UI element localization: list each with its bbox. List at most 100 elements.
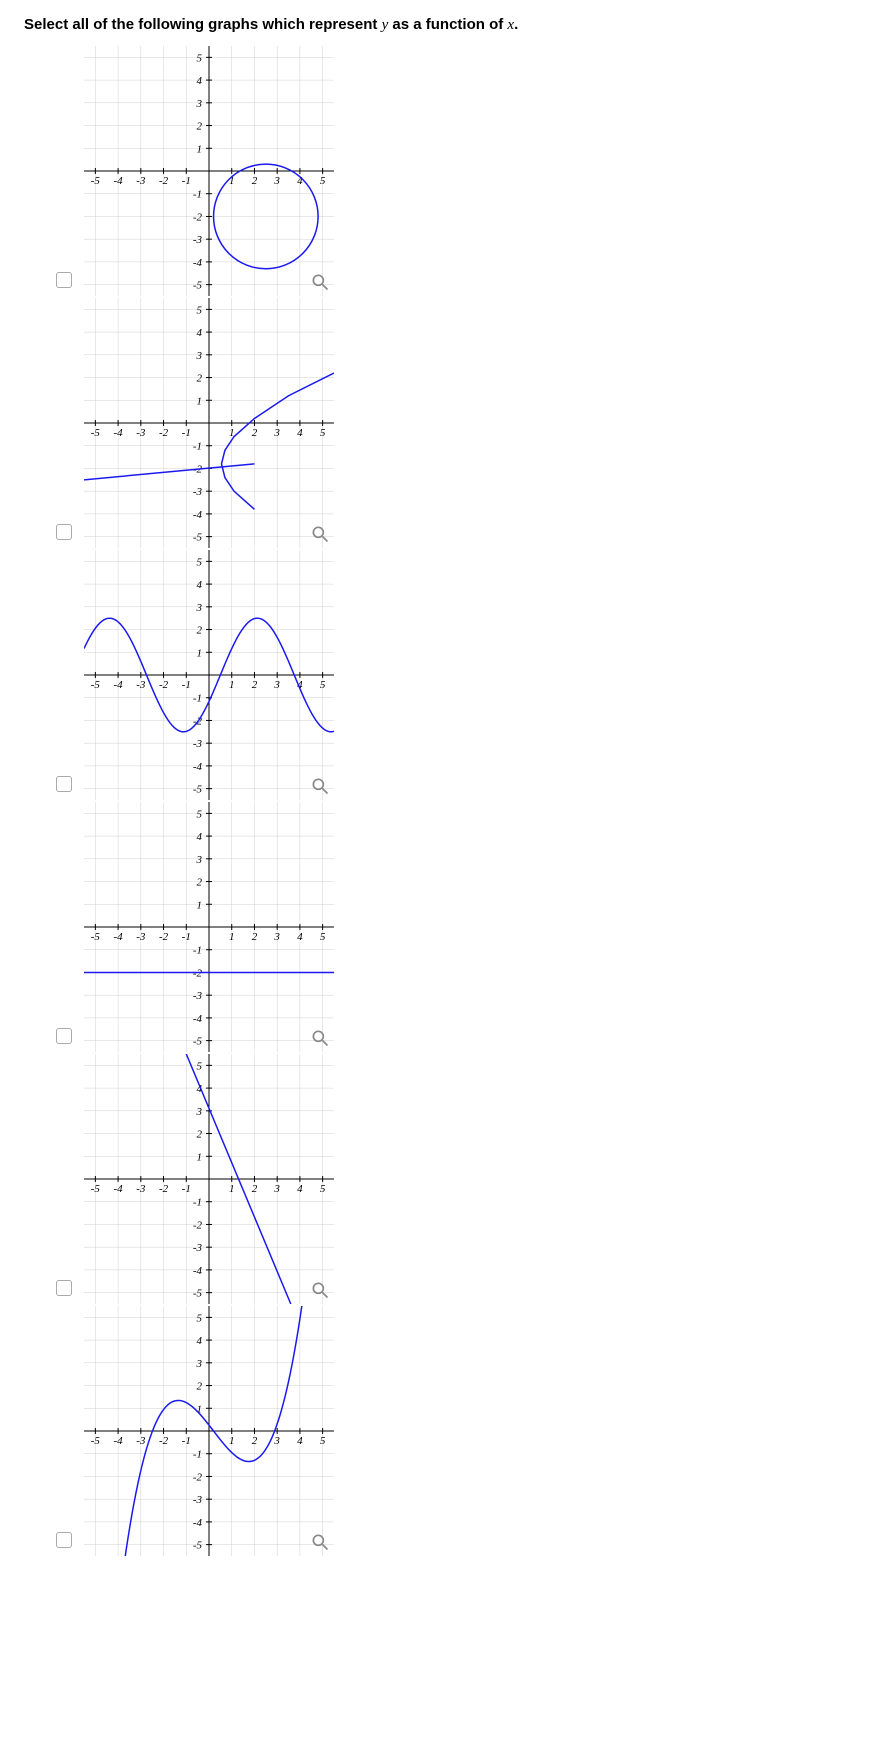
option-row: -5-5-4-4-3-3-2-2-1-11122334455 bbox=[24, 802, 865, 1052]
svg-text:-3: -3 bbox=[193, 738, 203, 750]
svg-text:5: 5 bbox=[320, 1183, 326, 1195]
svg-text:-3: -3 bbox=[136, 1183, 146, 1195]
option-checkbox[interactable] bbox=[56, 272, 72, 288]
svg-text:-2: -2 bbox=[193, 211, 203, 223]
svg-text:1: 1 bbox=[197, 647, 203, 659]
svg-text:-2: -2 bbox=[159, 679, 169, 691]
svg-text:-1: -1 bbox=[193, 189, 202, 201]
svg-text:1: 1 bbox=[229, 679, 235, 691]
svg-text:2: 2 bbox=[197, 1129, 203, 1141]
svg-text:-4: -4 bbox=[193, 1013, 203, 1025]
svg-text:-1: -1 bbox=[182, 931, 191, 943]
svg-text:-4: -4 bbox=[114, 1183, 124, 1195]
svg-text:-2: -2 bbox=[159, 1183, 169, 1195]
svg-text:-3: -3 bbox=[193, 234, 203, 246]
svg-text:3: 3 bbox=[273, 1435, 280, 1447]
svg-text:3: 3 bbox=[273, 679, 280, 691]
svg-text:-5: -5 bbox=[193, 280, 203, 292]
svg-text:4: 4 bbox=[297, 427, 303, 439]
svg-text:-1: -1 bbox=[193, 1449, 202, 1461]
graph-horizontal-line: -5-5-4-4-3-3-2-2-1-11122334455 bbox=[84, 802, 334, 1052]
svg-text:-3: -3 bbox=[193, 486, 203, 498]
svg-text:5: 5 bbox=[197, 1312, 203, 1324]
svg-text:2: 2 bbox=[252, 1183, 258, 1195]
svg-text:-5: -5 bbox=[91, 1435, 101, 1447]
svg-text:1: 1 bbox=[229, 1435, 235, 1447]
graph-circle: -5-5-4-4-3-3-2-2-1-11122334455 bbox=[84, 46, 334, 296]
zoom-icon[interactable] bbox=[310, 272, 330, 292]
svg-text:2: 2 bbox=[252, 175, 258, 187]
svg-text:-2: -2 bbox=[193, 1219, 203, 1231]
svg-text:3: 3 bbox=[273, 931, 280, 943]
option-checkbox[interactable] bbox=[56, 524, 72, 540]
svg-text:5: 5 bbox=[320, 679, 326, 691]
svg-text:4: 4 bbox=[197, 1335, 203, 1347]
svg-text:1: 1 bbox=[197, 143, 203, 155]
zoom-icon[interactable] bbox=[310, 776, 330, 796]
svg-text:4: 4 bbox=[297, 1435, 303, 1447]
svg-text:-4: -4 bbox=[193, 761, 203, 773]
svg-text:-1: -1 bbox=[182, 175, 191, 187]
question-text: Select all of the following graphs which… bbox=[24, 16, 865, 34]
svg-text:3: 3 bbox=[196, 350, 203, 362]
option-checkbox[interactable] bbox=[56, 1280, 72, 1296]
svg-text:-2: -2 bbox=[159, 175, 169, 187]
svg-text:5: 5 bbox=[197, 1060, 203, 1072]
option-row: -5-5-4-4-3-3-2-2-1-11122334455 bbox=[24, 550, 865, 800]
svg-text:1: 1 bbox=[229, 1183, 235, 1195]
option-row: -5-5-4-4-3-3-2-2-1-11122334455 bbox=[24, 1306, 865, 1556]
svg-text:2: 2 bbox=[252, 1435, 258, 1447]
svg-text:3: 3 bbox=[273, 1183, 280, 1195]
svg-text:-5: -5 bbox=[193, 1288, 203, 1300]
svg-text:2: 2 bbox=[197, 373, 203, 385]
svg-text:-5: -5 bbox=[193, 1036, 203, 1048]
svg-text:-4: -4 bbox=[193, 509, 203, 521]
svg-text:-4: -4 bbox=[193, 257, 203, 269]
svg-text:-1: -1 bbox=[193, 1197, 202, 1209]
svg-text:-4: -4 bbox=[114, 427, 124, 439]
svg-text:2: 2 bbox=[252, 679, 258, 691]
svg-text:3: 3 bbox=[196, 1358, 203, 1370]
svg-text:4: 4 bbox=[197, 831, 203, 843]
svg-text:3: 3 bbox=[196, 98, 203, 110]
graph-sideways-parabola: -5-5-4-4-3-3-2-2-1-11122334455 bbox=[84, 298, 334, 548]
svg-text:5: 5 bbox=[197, 304, 203, 316]
svg-text:3: 3 bbox=[196, 854, 203, 866]
zoom-icon[interactable] bbox=[310, 1532, 330, 1552]
svg-text:-2: -2 bbox=[159, 1435, 169, 1447]
svg-text:1: 1 bbox=[229, 931, 235, 943]
svg-text:-2: -2 bbox=[193, 1471, 203, 1483]
svg-text:4: 4 bbox=[297, 1183, 303, 1195]
option-checkbox[interactable] bbox=[56, 1028, 72, 1044]
svg-text:4: 4 bbox=[297, 931, 303, 943]
zoom-icon[interactable] bbox=[310, 524, 330, 544]
option-row: -5-5-4-4-3-3-2-2-1-11122334455 bbox=[24, 298, 865, 548]
svg-text:-5: -5 bbox=[193, 1540, 203, 1552]
svg-text:2: 2 bbox=[252, 427, 258, 439]
svg-text:-4: -4 bbox=[193, 1517, 203, 1529]
svg-text:-4: -4 bbox=[114, 1435, 124, 1447]
svg-text:-5: -5 bbox=[91, 175, 101, 187]
svg-text:-5: -5 bbox=[91, 679, 101, 691]
svg-text:5: 5 bbox=[197, 556, 203, 568]
svg-text:3: 3 bbox=[273, 427, 280, 439]
svg-text:4: 4 bbox=[197, 579, 203, 591]
svg-text:-2: -2 bbox=[193, 967, 203, 979]
option-checkbox[interactable] bbox=[56, 776, 72, 792]
svg-text:5: 5 bbox=[197, 52, 203, 64]
svg-text:-5: -5 bbox=[91, 1183, 101, 1195]
question-prefix: Select all of the following graphs which… bbox=[24, 16, 382, 33]
option-row: -5-5-4-4-3-3-2-2-1-11122334455 bbox=[24, 46, 865, 296]
zoom-icon[interactable] bbox=[310, 1028, 330, 1048]
svg-text:4: 4 bbox=[197, 75, 203, 87]
svg-text:-1: -1 bbox=[193, 945, 202, 957]
svg-text:2: 2 bbox=[197, 1381, 203, 1393]
svg-text:5: 5 bbox=[320, 931, 326, 943]
svg-text:5: 5 bbox=[320, 175, 326, 187]
svg-text:-3: -3 bbox=[193, 990, 203, 1002]
zoom-icon[interactable] bbox=[310, 1280, 330, 1300]
option-checkbox[interactable] bbox=[56, 1532, 72, 1548]
svg-text:-4: -4 bbox=[114, 679, 124, 691]
svg-text:-5: -5 bbox=[193, 784, 203, 796]
option-row: -5-5-4-4-3-3-2-2-1-11122334455 bbox=[24, 1054, 865, 1304]
